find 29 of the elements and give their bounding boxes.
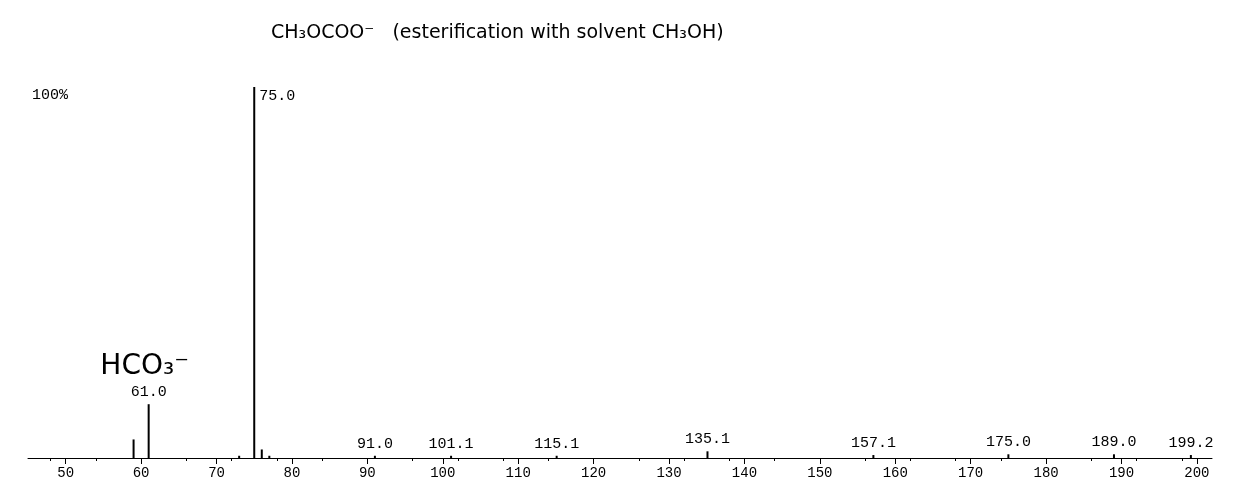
annotation: 115.1 xyxy=(534,435,580,453)
annotation: 100% xyxy=(32,87,69,104)
annotation: 199.2 xyxy=(1168,435,1214,453)
x-tick-label: 190 xyxy=(1108,465,1135,481)
x-tick-label: 70 xyxy=(208,465,225,481)
x-tick-label: 90 xyxy=(358,465,376,481)
x-tick-label: 180 xyxy=(1033,465,1059,481)
annotation: 101.1 xyxy=(428,435,474,453)
annotation: HCO₃⁻ xyxy=(100,347,189,381)
x-tick-label: 110 xyxy=(505,465,531,481)
annotation: 189.0 xyxy=(1091,434,1137,452)
annotation: 175.0 xyxy=(985,434,1031,452)
annotation: 157.1 xyxy=(850,435,896,453)
x-tick-label: 100 xyxy=(430,465,456,481)
annotation: 75.0 xyxy=(259,88,296,105)
x-tick-label: 80 xyxy=(283,465,301,481)
chart-title: CH₃OCOO⁻ (esterification with solvent CH₃OH) xyxy=(271,19,724,42)
x-tick-label: 160 xyxy=(882,465,908,481)
annotation: 91.0 xyxy=(356,435,393,453)
x-tick-label: 200 xyxy=(1184,465,1210,481)
x-tick-label: 170 xyxy=(958,465,984,481)
x-tick-label: 140 xyxy=(731,465,758,481)
x-tick-label: 50 xyxy=(57,465,75,481)
x-tick-label: 120 xyxy=(581,465,607,481)
x-tick-label: 130 xyxy=(656,465,682,481)
annotation: 135.1 xyxy=(684,431,730,449)
x-tick-label: 150 xyxy=(807,465,833,481)
x-tick-label: 60 xyxy=(132,465,150,481)
annotation: 61.0 xyxy=(130,384,167,402)
